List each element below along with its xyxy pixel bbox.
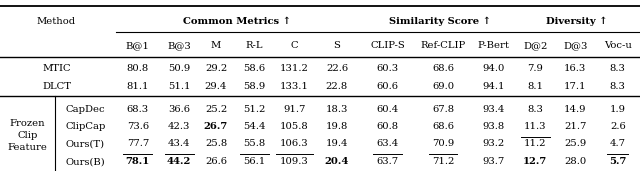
Text: Method: Method [37,17,76,26]
Text: 131.2: 131.2 [280,64,308,73]
Text: 11.3: 11.3 [524,122,547,131]
Text: 93.2: 93.2 [482,140,504,148]
Text: 11.2: 11.2 [524,140,547,148]
Text: Ours(T): Ours(T) [66,140,105,148]
Text: 25.8: 25.8 [205,140,227,148]
Text: 25.9: 25.9 [564,140,586,148]
Text: 26.6: 26.6 [205,157,227,166]
Text: R-L: R-L [246,41,263,50]
Text: 68.6: 68.6 [432,122,454,131]
Text: 8.1: 8.1 [527,82,543,91]
Text: 17.1: 17.1 [564,82,586,91]
Text: 55.8: 55.8 [243,140,266,148]
Text: 60.4: 60.4 [376,105,399,114]
Text: 22.6: 22.6 [326,64,348,73]
Text: 19.8: 19.8 [326,122,348,131]
Text: 51.1: 51.1 [168,82,190,91]
Text: 12.7: 12.7 [523,157,547,166]
Text: 94.1: 94.1 [482,82,504,91]
Text: 93.4: 93.4 [482,105,504,114]
Text: 16.3: 16.3 [564,64,586,73]
Text: CapDec: CapDec [65,105,105,114]
Text: 60.6: 60.6 [376,82,399,91]
Text: MTIC: MTIC [42,64,71,73]
Text: Ref-CLIP: Ref-CLIP [420,41,466,50]
Text: Diversity ↑: Diversity ↑ [546,17,607,26]
Text: 94.0: 94.0 [482,64,504,73]
Text: D@2: D@2 [523,41,547,50]
Text: C: C [291,41,298,50]
Text: 58.9: 58.9 [243,82,266,91]
Text: 43.4: 43.4 [168,140,190,148]
Text: Voc-u: Voc-u [604,41,632,50]
Text: 51.2: 51.2 [243,105,266,114]
Text: 91.7: 91.7 [283,105,305,114]
Text: 109.3: 109.3 [280,157,308,166]
Text: Common Metrics ↑: Common Metrics ↑ [183,17,291,26]
Text: 1.9: 1.9 [610,105,626,114]
Text: DLCT: DLCT [42,82,71,91]
Text: ClipCap: ClipCap [65,122,106,131]
Text: CLIP-S: CLIP-S [370,41,405,50]
Text: 21.7: 21.7 [564,122,586,131]
Text: 18.3: 18.3 [326,105,348,114]
Text: 50.9: 50.9 [168,64,190,73]
Text: 63.7: 63.7 [376,157,399,166]
Text: 25.2: 25.2 [205,105,227,114]
Text: 69.0: 69.0 [432,82,454,91]
Text: 78.1: 78.1 [125,157,150,166]
Text: 60.3: 60.3 [376,64,399,73]
Text: 8.3: 8.3 [610,64,626,73]
Text: 44.2: 44.2 [167,157,191,166]
Text: 56.1: 56.1 [243,157,266,166]
Text: S: S [333,41,340,50]
Text: 19.4: 19.4 [326,140,348,148]
Text: 8.3: 8.3 [610,82,626,91]
Text: 68.6: 68.6 [432,64,454,73]
Text: 20.4: 20.4 [324,157,349,166]
Text: 77.7: 77.7 [127,140,149,148]
Text: 93.7: 93.7 [482,157,504,166]
Text: 8.3: 8.3 [527,105,543,114]
Text: 80.8: 80.8 [127,64,149,73]
Text: Similarity Score ↑: Similarity Score ↑ [390,17,492,26]
Text: 5.7: 5.7 [609,157,627,166]
Text: 93.8: 93.8 [482,122,504,131]
Text: B@1: B@1 [126,41,150,50]
Text: 29.4: 29.4 [205,82,227,91]
Text: P-Bert: P-Bert [477,41,509,50]
Text: 106.3: 106.3 [280,140,308,148]
Text: 105.8: 105.8 [280,122,308,131]
Text: 28.0: 28.0 [564,157,586,166]
Text: Ours(B): Ours(B) [65,157,105,166]
Text: Frozen
Clip
Feature: Frozen Clip Feature [8,119,47,152]
Text: 68.3: 68.3 [127,105,149,114]
Text: 71.2: 71.2 [432,157,454,166]
Text: 54.4: 54.4 [243,122,266,131]
Text: 4.7: 4.7 [610,140,626,148]
Text: 73.6: 73.6 [127,122,149,131]
Text: 29.2: 29.2 [205,64,227,73]
Text: 26.7: 26.7 [204,122,228,131]
Text: 70.9: 70.9 [432,140,454,148]
Text: 36.6: 36.6 [168,105,190,114]
Text: 133.1: 133.1 [280,82,308,91]
Text: 42.3: 42.3 [168,122,190,131]
Text: 58.6: 58.6 [243,64,266,73]
Text: 60.8: 60.8 [376,122,399,131]
Text: 67.8: 67.8 [432,105,454,114]
Text: M: M [211,41,221,50]
Text: D@3: D@3 [563,41,588,50]
Text: 22.8: 22.8 [326,82,348,91]
Text: B@3: B@3 [167,41,191,50]
Text: 81.1: 81.1 [127,82,149,91]
Text: 2.6: 2.6 [610,122,626,131]
Text: 14.9: 14.9 [564,105,586,114]
Text: 63.4: 63.4 [376,140,399,148]
Text: 7.9: 7.9 [527,64,543,73]
